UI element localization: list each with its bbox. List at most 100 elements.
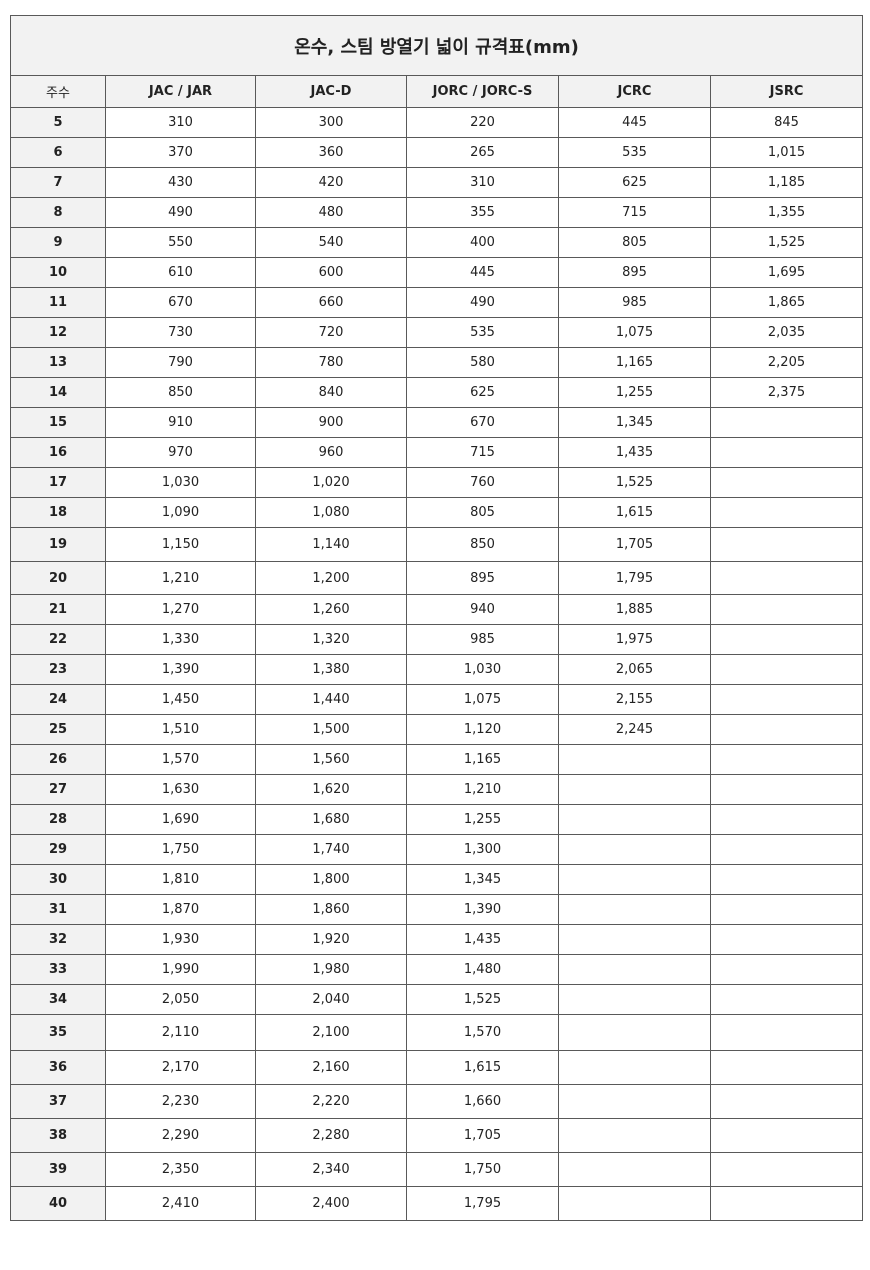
table-row: 30 1,810 1,800 1,345 xyxy=(10,864,864,895)
cell-jorc: 1,390 xyxy=(406,894,559,925)
cell-jcrc: 625 xyxy=(558,167,711,198)
cell-jcrc: 1,795 xyxy=(558,561,711,595)
cell-sections: 23 xyxy=(10,654,106,685)
table-row: 17 1,030 1,020 760 1,525 xyxy=(10,467,864,498)
cell-jorc: 670 xyxy=(406,407,559,438)
cell-sections: 7 xyxy=(10,167,106,198)
cell-jcrc xyxy=(558,744,711,775)
cell-jsrc: 1,695 xyxy=(709,257,864,288)
cell-jorc: 1,795 xyxy=(406,1186,559,1221)
cell-jorc: 625 xyxy=(406,377,559,408)
cell-jcrc: 1,075 xyxy=(558,317,711,348)
table-row: 18 1,090 1,080 805 1,615 xyxy=(10,497,864,528)
cell-sections: 10 xyxy=(10,257,106,288)
cell-jac-d: 360 xyxy=(255,137,407,168)
cell-jac-d: 1,800 xyxy=(255,864,407,895)
table-row: 10 610 600 445 895 1,695 xyxy=(10,257,864,288)
cell-jac-d: 2,100 xyxy=(255,1014,407,1051)
cell-jorc: 1,345 xyxy=(406,864,559,895)
cell-jorc: 985 xyxy=(406,624,559,655)
cell-jsrc xyxy=(709,1186,864,1221)
cell-jcrc: 895 xyxy=(558,257,711,288)
cell-jorc: 850 xyxy=(406,527,559,562)
cell-sections: 15 xyxy=(10,407,106,438)
cell-jac-d: 300 xyxy=(255,107,407,138)
cell-jac-jar: 1,390 xyxy=(105,654,256,685)
cell-jorc: 355 xyxy=(406,197,559,228)
cell-sections: 9 xyxy=(10,227,106,258)
cell-jorc: 580 xyxy=(406,347,559,378)
cell-jorc: 805 xyxy=(406,497,559,528)
table-row: 25 1,510 1,500 1,120 2,245 xyxy=(10,714,864,745)
cell-jac-jar: 1,690 xyxy=(105,804,256,835)
cell-jcrc xyxy=(558,1152,711,1187)
table-row: 39 2,350 2,340 1,750 xyxy=(10,1152,864,1187)
cell-jac-jar: 1,990 xyxy=(105,954,256,985)
cell-jsrc: 1,865 xyxy=(709,287,864,318)
header-jorc: JORC / JORC-S xyxy=(406,75,559,108)
cell-jorc: 310 xyxy=(406,167,559,198)
cell-jac-d: 1,920 xyxy=(255,924,407,955)
cell-jac-d: 480 xyxy=(255,197,407,228)
cell-jac-d: 1,500 xyxy=(255,714,407,745)
cell-jac-d: 1,980 xyxy=(255,954,407,985)
cell-jac-d: 840 xyxy=(255,377,407,408)
cell-jcrc xyxy=(558,894,711,925)
cell-jac-d: 1,260 xyxy=(255,594,407,625)
cell-jcrc: 1,255 xyxy=(558,377,711,408)
table-row: 24 1,450 1,440 1,075 2,155 xyxy=(10,684,864,715)
table-row: 36 2,170 2,160 1,615 xyxy=(10,1050,864,1085)
table-row: 21 1,270 1,260 940 1,885 xyxy=(10,594,864,625)
cell-jac-d: 2,220 xyxy=(255,1084,407,1119)
cell-jcrc: 1,705 xyxy=(558,527,711,562)
cell-jsrc: 2,375 xyxy=(709,377,864,408)
cell-jsrc xyxy=(709,527,864,562)
cell-jac-d: 1,140 xyxy=(255,527,407,562)
cell-jsrc: 2,035 xyxy=(709,317,864,348)
cell-jac-d: 960 xyxy=(255,437,407,468)
cell-jorc: 535 xyxy=(406,317,559,348)
cell-sections: 16 xyxy=(10,437,106,468)
cell-jac-d: 1,320 xyxy=(255,624,407,655)
cell-jcrc xyxy=(558,774,711,805)
cell-jac-jar: 1,210 xyxy=(105,561,256,595)
cell-jcrc: 1,525 xyxy=(558,467,711,498)
cell-jac-jar: 2,290 xyxy=(105,1118,256,1153)
table-row: 11 670 660 490 985 1,865 xyxy=(10,287,864,318)
cell-jsrc xyxy=(709,984,864,1015)
cell-jac-d: 1,380 xyxy=(255,654,407,685)
cell-jac-d: 780 xyxy=(255,347,407,378)
cell-jac-jar: 2,410 xyxy=(105,1186,256,1221)
table-row: 7 430 420 310 625 1,185 xyxy=(10,167,864,198)
cell-jsrc xyxy=(709,1118,864,1153)
cell-jorc: 1,075 xyxy=(406,684,559,715)
cell-jac-jar: 1,870 xyxy=(105,894,256,925)
cell-jorc: 1,120 xyxy=(406,714,559,745)
cell-jcrc xyxy=(558,1186,711,1221)
cell-jorc: 1,210 xyxy=(406,774,559,805)
table-row: 16 970 960 715 1,435 xyxy=(10,437,864,468)
cell-sections: 34 xyxy=(10,984,106,1015)
cell-jsrc xyxy=(709,1152,864,1187)
cell-jcrc xyxy=(558,1084,711,1119)
cell-jsrc xyxy=(709,594,864,625)
cell-jsrc xyxy=(709,497,864,528)
cell-sections: 6 xyxy=(10,137,106,168)
table-title: 온수, 스팀 방열기 넓이 규격표(mm) xyxy=(9,15,864,76)
cell-jac-jar: 1,030 xyxy=(105,467,256,498)
cell-sections: 5 xyxy=(10,107,106,138)
cell-jorc: 1,480 xyxy=(406,954,559,985)
table-row: 14 850 840 625 1,255 2,375 xyxy=(10,377,864,408)
cell-jac-d: 600 xyxy=(255,257,407,288)
cell-jcrc: 445 xyxy=(558,107,711,138)
cell-jcrc xyxy=(558,924,711,955)
cell-sections: 35 xyxy=(10,1014,106,1051)
table-row: 35 2,110 2,100 1,570 xyxy=(10,1014,864,1051)
cell-jcrc: 715 xyxy=(558,197,711,228)
cell-sections: 18 xyxy=(10,497,106,528)
cell-sections: 20 xyxy=(10,561,106,595)
cell-jsrc: 845 xyxy=(709,107,864,138)
cell-jsrc xyxy=(709,1014,864,1051)
cell-jac-jar: 1,330 xyxy=(105,624,256,655)
table-row: 29 1,750 1,740 1,300 xyxy=(10,834,864,865)
